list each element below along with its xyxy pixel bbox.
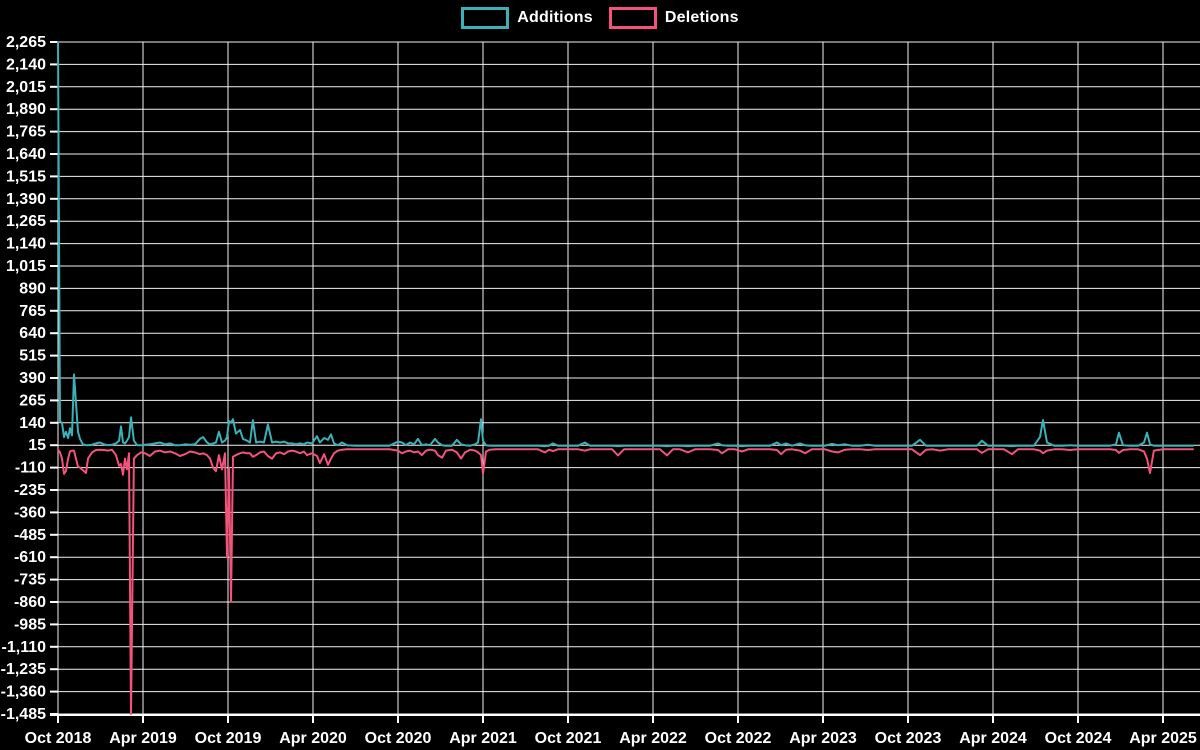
y-tick-label: 2,265 bbox=[6, 34, 46, 51]
y-tick-label: 1,640 bbox=[6, 146, 46, 163]
gridlines bbox=[58, 42, 1200, 714]
x-tick-label: Oct 2023 bbox=[875, 730, 942, 747]
axis-labels: 2,265 2,140 2,015 1,890 1,765 1,640 1,515 1,390… bbox=[1, 34, 1197, 747]
legend-item-deletions: Deletions bbox=[609, 7, 739, 29]
additions-deletions-chart: Additions Deletions 2,265 2,140 2,015 1,890… bbox=[0, 0, 1200, 750]
y-tick-label: 1,140 bbox=[6, 236, 46, 253]
y-tick-label: 15 bbox=[28, 437, 46, 454]
x-tick-label: Oct 2020 bbox=[365, 730, 432, 747]
y-tick-label: -360 bbox=[14, 504, 46, 521]
plot-area: 2,265 2,140 2,015 1,890 1,765 1,640 1,515 1,390… bbox=[0, 0, 1200, 750]
y-tick-label: -485 bbox=[14, 527, 46, 544]
x-tick-label: Apr 2021 bbox=[449, 730, 517, 747]
x-tick-label: Oct 2018 bbox=[25, 730, 92, 747]
y-tick-label: 1,890 bbox=[6, 101, 46, 118]
y-tick-label: 1,765 bbox=[6, 124, 46, 141]
y-tick-label: -610 bbox=[14, 549, 46, 566]
y-tick-label: 390 bbox=[19, 370, 46, 387]
y-tick-label: -1,110 bbox=[2, 639, 47, 656]
y-tick-label: 2,140 bbox=[6, 56, 46, 73]
x-tick-label: Oct 2019 bbox=[195, 730, 262, 747]
y-tick-label: -1,235 bbox=[1, 661, 46, 678]
y-tick-label: 640 bbox=[19, 325, 46, 342]
x-tick-label: Apr 2020 bbox=[279, 730, 347, 747]
deletions-swatch-icon bbox=[609, 7, 657, 29]
additions-swatch-icon bbox=[461, 7, 509, 29]
chart-legend: Additions Deletions bbox=[0, 7, 1200, 29]
y-tick-label: -235 bbox=[14, 482, 46, 499]
y-tick-label: -735 bbox=[14, 572, 46, 589]
y-tick-label: -1,360 bbox=[1, 684, 46, 701]
y-tick-label: 515 bbox=[19, 348, 46, 365]
y-tick-label: 1,390 bbox=[6, 191, 46, 208]
x-tick-label: Oct 2022 bbox=[705, 730, 772, 747]
x-tick-label: Apr 2023 bbox=[789, 730, 857, 747]
y-tick-label: 140 bbox=[19, 415, 46, 432]
legend-label-additions: Additions bbox=[517, 9, 593, 27]
y-tick-label: -1,485 bbox=[1, 706, 46, 723]
y-tick-label: -110 bbox=[15, 460, 46, 477]
y-tick-label: 765 bbox=[19, 303, 46, 320]
x-tick-label: Apr 2025 bbox=[1129, 730, 1197, 747]
y-tick-label: 1,015 bbox=[6, 258, 46, 275]
x-tick-label: Oct 2021 bbox=[535, 730, 602, 747]
x-tick-label: Apr 2024 bbox=[959, 730, 1027, 747]
y-tick-label: 1,265 bbox=[6, 213, 46, 230]
y-tick-label: -860 bbox=[14, 594, 46, 611]
y-tick-label: -985 bbox=[14, 616, 46, 633]
x-tick-label: Apr 2022 bbox=[619, 730, 687, 747]
x-tick-label: Apr 2019 bbox=[109, 730, 177, 747]
x-tick-label: Oct 2024 bbox=[1045, 730, 1112, 747]
y-tick-label: 265 bbox=[19, 392, 46, 409]
y-tick-label: 1,515 bbox=[6, 168, 46, 185]
y-tick-label: 890 bbox=[19, 280, 46, 297]
axes bbox=[50, 42, 1200, 723]
legend-item-additions: Additions bbox=[461, 7, 593, 29]
y-tick-label: 2,015 bbox=[6, 79, 46, 96]
legend-label-deletions: Deletions bbox=[665, 9, 739, 27]
